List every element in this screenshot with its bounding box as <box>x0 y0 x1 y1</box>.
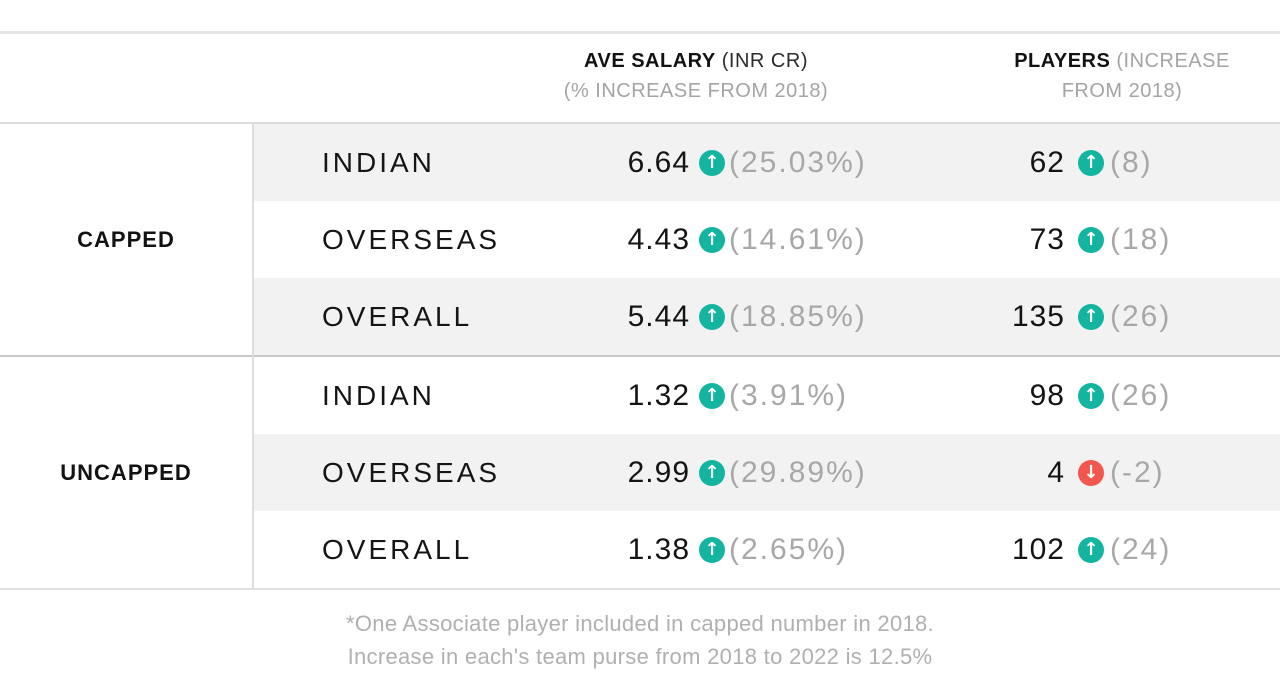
up-arrow-icon <box>1078 382 1104 409</box>
players-value: 135 <box>1011 299 1065 333</box>
table-row-uncapped-overall: OVERALL 1.38 (2.65%) 102 (24) <box>0 511 1280 588</box>
salary-column-header: AVE SALARY (INR CR) (% INCREASE FROM 201… <box>520 46 872 106</box>
players-cell: 62 (8) <box>815 124 1153 201</box>
salary-cell: 6.64 (25.03%) <box>430 124 867 201</box>
up-arrow-icon <box>699 303 725 330</box>
players-value: 98 <box>1029 378 1065 412</box>
up-arrow-icon <box>1078 303 1104 330</box>
salary-header-unit: (INR CR) <box>721 50 808 72</box>
up-arrow-icon <box>699 459 725 486</box>
players-delta: (18) <box>1110 222 1172 256</box>
category-label: INDIAN <box>322 379 435 411</box>
footnote-line1: *One Associate player included in capped… <box>346 611 934 636</box>
players-delta: (26) <box>1110 378 1172 412</box>
up-arrow-icon <box>699 226 725 253</box>
up-arrow-icon <box>699 382 725 409</box>
players-delta: (8) <box>1110 145 1153 179</box>
salary-header-subtitle: (% INCREASE FROM 2018) <box>563 80 829 102</box>
players-cell: 135 (26) <box>815 278 1171 355</box>
salary-delta: (14.61%) <box>729 222 867 256</box>
up-arrow-icon <box>699 536 725 563</box>
salary-cell: 2.99 (29.89%) <box>430 434 867 511</box>
salary-delta: (25.03%) <box>729 145 867 179</box>
top-divider <box>0 31 1280 34</box>
salary-delta: (18.85%) <box>729 299 867 333</box>
players-delta: (-2) <box>1110 455 1165 489</box>
players-delta: (24) <box>1110 532 1172 566</box>
players-cell: 98 (26) <box>815 357 1171 434</box>
salary-delta: (2.65%) <box>729 532 849 566</box>
players-header-subtitle-part1: (INCREASE <box>1116 50 1230 72</box>
players-cell: 102 (24) <box>815 511 1171 588</box>
category-label: INDIAN <box>322 146 435 178</box>
salary-delta: (3.91%) <box>729 378 849 412</box>
salary-value: 6.64 <box>627 145 690 179</box>
footnote-line2: Increase in each's team purse from 2018 … <box>347 644 933 669</box>
table-row-capped-indian: INDIAN 6.64 (25.03%) 62 (8) <box>0 124 1280 201</box>
table-row-uncapped-indian: INDIAN 1.32 (3.91%) 98 (26) <box>0 355 1280 434</box>
salary-value: 4.43 <box>627 222 690 256</box>
players-value: 62 <box>1029 145 1065 179</box>
salary-cell: 1.32 (3.91%) <box>430 357 848 434</box>
salary-header-line1: AVE SALARY (INR CR) <box>520 46 872 76</box>
salary-value: 1.32 <box>627 378 690 412</box>
up-arrow-icon <box>1078 149 1104 176</box>
salary-header-title: AVE SALARY <box>584 50 716 72</box>
players-delta: (26) <box>1110 299 1172 333</box>
salary-value: 2.99 <box>627 455 690 489</box>
salary-cell: 1.38 (2.65%) <box>430 511 848 588</box>
category-label: OVERALL <box>322 300 473 332</box>
salary-value: 5.44 <box>627 299 690 333</box>
table-row-capped-overseas: OVERSEAS 4.43 (14.61%) 73 (18) <box>0 201 1280 278</box>
group-label-uncapped: UNCAPPED <box>60 459 192 485</box>
up-arrow-icon <box>1078 536 1104 563</box>
players-cell: 4 (-2) <box>815 434 1165 511</box>
group-column-divider <box>252 124 254 588</box>
down-arrow-icon <box>1078 459 1104 486</box>
salary-cell: 4.43 (14.61%) <box>430 201 867 278</box>
group-label-capped: CAPPED <box>77 226 175 252</box>
players-header-subtitle-part2: FROM 2018) <box>1061 80 1183 102</box>
players-cell: 73 (18) <box>815 201 1171 278</box>
salary-cell: 5.44 (18.85%) <box>430 278 867 355</box>
category-label: OVERALL <box>322 533 473 565</box>
up-arrow-icon <box>1078 226 1104 253</box>
footnote: *One Associate player included in capped… <box>0 607 1280 673</box>
category-label: OVERSEAS <box>322 223 501 255</box>
table-row-uncapped-overseas: OVERSEAS 2.99 (29.89%) 4 (-2) <box>0 434 1280 511</box>
players-column-header: PLAYERS (INCREASE FROM 2018) <box>990 46 1254 106</box>
players-header-line1: PLAYERS (INCREASE <box>990 46 1254 76</box>
salary-value: 1.38 <box>627 532 690 566</box>
players-value: 102 <box>1011 532 1065 566</box>
players-header-title: PLAYERS <box>1014 50 1111 72</box>
players-value: 73 <box>1029 222 1065 256</box>
salary-delta: (29.89%) <box>729 455 867 489</box>
up-arrow-icon <box>699 149 725 176</box>
category-label: OVERSEAS <box>322 456 501 488</box>
players-value: 4 <box>1047 455 1065 489</box>
table-row-capped-overall: OVERALL 5.44 (18.85%) 135 (26) <box>0 278 1280 355</box>
stats-table: INDIAN 6.64 (25.03%) 62 (8) OVERSEAS 4.4… <box>0 122 1280 590</box>
